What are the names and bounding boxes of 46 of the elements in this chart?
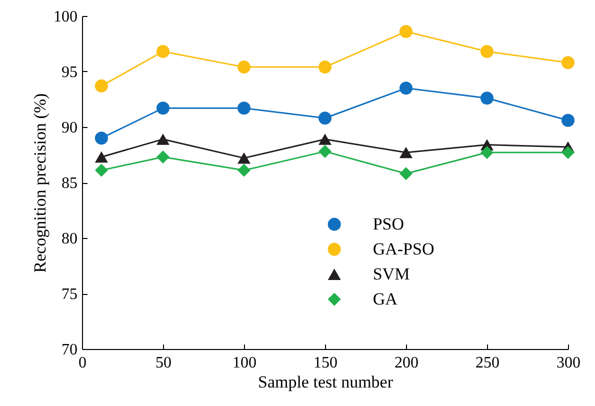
point bbox=[399, 146, 413, 158]
y-tick-label: 85 bbox=[62, 175, 78, 192]
point bbox=[399, 167, 413, 180]
x-tick-label: 0 bbox=[78, 354, 86, 372]
point bbox=[318, 60, 332, 74]
point bbox=[480, 146, 494, 160]
x-tick-label: 300 bbox=[556, 354, 580, 372]
point bbox=[318, 144, 332, 158]
point bbox=[94, 164, 108, 177]
point bbox=[94, 151, 108, 163]
point bbox=[94, 132, 108, 145]
point bbox=[94, 79, 108, 92]
point bbox=[399, 25, 413, 38]
y-tick-label: 100 bbox=[54, 8, 78, 26]
y-tick-label: 95 bbox=[62, 64, 78, 81]
y-tick-label: 70 bbox=[62, 342, 78, 358]
point bbox=[561, 146, 575, 160]
point bbox=[237, 164, 251, 177]
legend-label: SVM bbox=[372, 264, 410, 284]
x-tick-label: 200 bbox=[394, 354, 418, 372]
point bbox=[318, 134, 332, 145]
legend-label: PSO bbox=[372, 214, 404, 234]
y-tick-label: 80 bbox=[62, 230, 78, 248]
point bbox=[480, 92, 494, 105]
point bbox=[561, 114, 575, 127]
legend-label: GA-PSO bbox=[372, 239, 434, 258]
point bbox=[480, 45, 494, 58]
y-tick-label: 75 bbox=[62, 286, 78, 303]
point bbox=[237, 152, 251, 164]
point bbox=[561, 56, 575, 70]
x-tick-label: 250 bbox=[476, 354, 500, 372]
x-tick-label: 100 bbox=[232, 354, 256, 372]
point bbox=[156, 150, 170, 164]
x-tick-label: 50 bbox=[156, 354, 172, 372]
point bbox=[237, 60, 251, 74]
legend-label: GA bbox=[372, 289, 398, 308]
x-axis-title: Sample test number bbox=[258, 372, 394, 392]
point bbox=[156, 134, 170, 145]
point bbox=[156, 45, 170, 58]
point bbox=[318, 112, 332, 125]
point bbox=[237, 102, 251, 115]
y-tick-label: 90 bbox=[62, 120, 78, 136]
point bbox=[399, 82, 413, 95]
y-axis-title: Recognition precision (%) bbox=[30, 93, 50, 273]
x-tick-label: 150 bbox=[314, 354, 338, 372]
point bbox=[156, 102, 170, 115]
